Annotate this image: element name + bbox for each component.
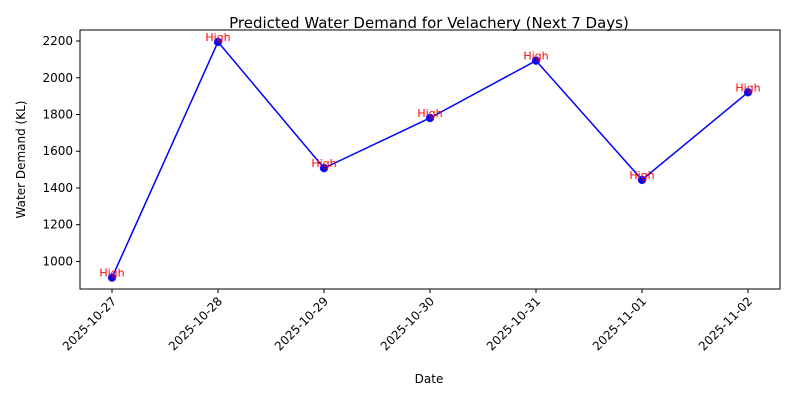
data-label: High <box>311 157 336 170</box>
series-line <box>111 40 749 278</box>
y-tick-label: 1600 <box>42 144 73 158</box>
data-point <box>107 273 117 282</box>
data-label: High <box>417 107 442 120</box>
x-tick-label: 2025-10-28 <box>166 294 225 353</box>
data-point <box>213 37 223 47</box>
data-label: High <box>99 267 124 280</box>
x-tick-label: 2025-10-30 <box>378 294 437 353</box>
series-group: High High High High High High High <box>99 31 761 282</box>
y-tick-label: 1200 <box>42 218 73 232</box>
y-axis: 1000 1200 1400 1600 1800 2000 2200 <box>42 34 80 268</box>
data-label: High <box>735 81 760 94</box>
data-label: High <box>523 50 548 63</box>
x-tick-label: 2025-11-01 <box>590 294 649 353</box>
x-axis-label: Date <box>415 372 444 386</box>
x-tick-label: 2025-10-27 <box>60 294 119 353</box>
y-axis-label: Water Demand (KL) <box>14 101 28 219</box>
data-label: High <box>629 169 654 182</box>
x-tick-label: 2025-11-02 <box>696 294 755 353</box>
data-point <box>531 56 541 65</box>
y-tick-label: 1800 <box>42 107 73 121</box>
chart-title: Predicted Water Demand for Velachery (Ne… <box>229 14 629 32</box>
y-tick-label: 1000 <box>42 254 73 268</box>
y-tick-label: 1400 <box>42 181 73 195</box>
y-tick-label: 2200 <box>42 34 73 48</box>
data-point <box>425 113 435 123</box>
plot-area <box>79 29 781 290</box>
plot-frame <box>79 29 781 290</box>
data-point <box>637 175 647 185</box>
x-tick-label: 2025-10-29 <box>272 294 331 353</box>
data-label: High <box>205 31 230 44</box>
y-tick-label: 2000 <box>42 71 73 85</box>
x-tick-label: 2025-10-31 <box>484 294 543 353</box>
data-point <box>743 88 753 97</box>
x-axis: 2025-10-27 2025-10-28 2025-10-29 2025-10-30… <box>60 289 755 353</box>
data-point <box>319 163 329 173</box>
